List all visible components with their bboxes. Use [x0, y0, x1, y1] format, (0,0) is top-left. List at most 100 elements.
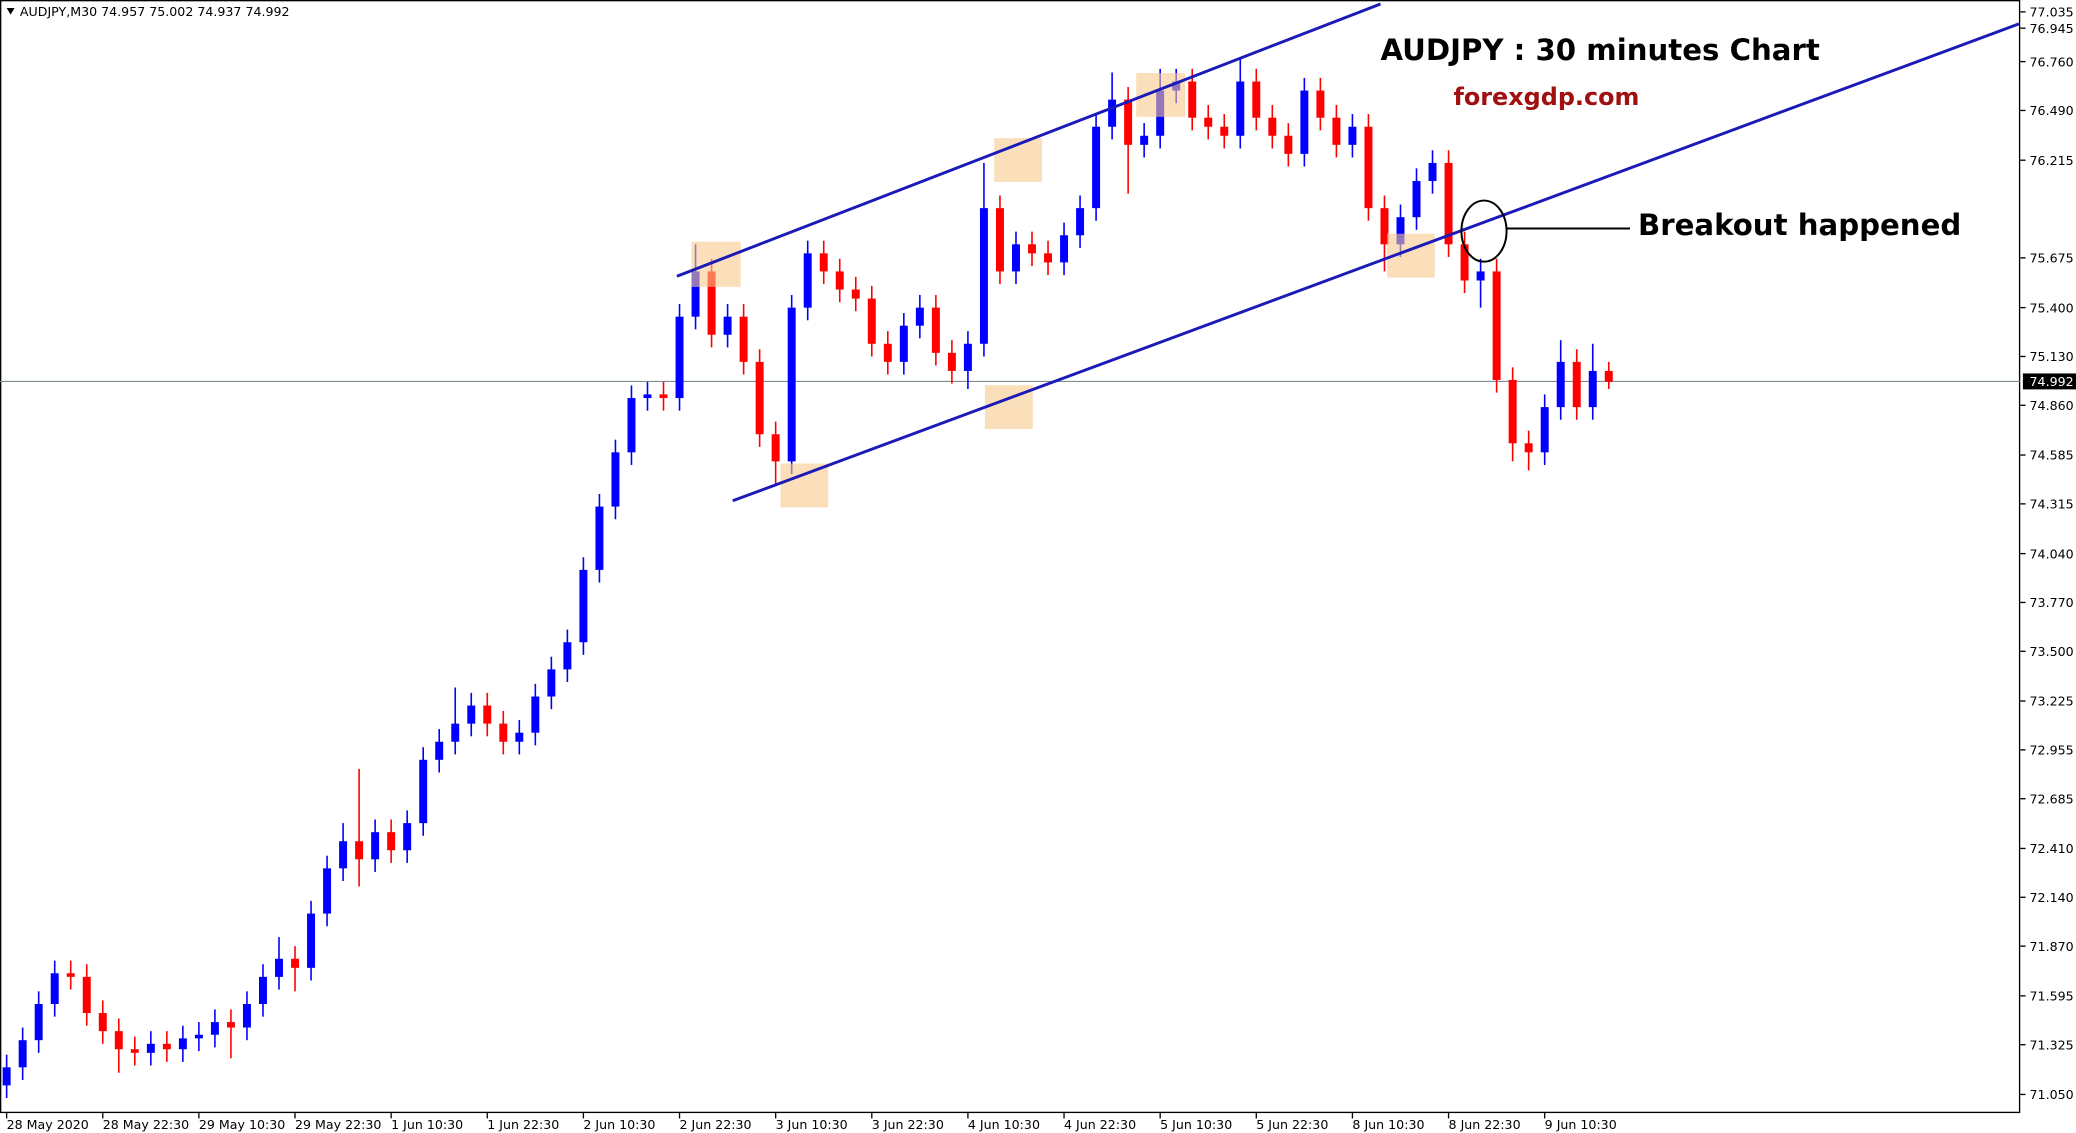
- y-tick-label: 73.500: [2030, 644, 2074, 659]
- candle-body: [995, 208, 1004, 272]
- chart-subtitle: forexgdp.com: [1453, 83, 1639, 111]
- symbol-icon: [6, 7, 15, 15]
- x-tick-label: 2 Jun 10:30: [583, 1117, 655, 1132]
- x-tick-label: 4 Jun 10:30: [968, 1117, 1040, 1132]
- candle-body: [194, 1034, 203, 1039]
- candle-body: [835, 271, 844, 290]
- candle-body: [403, 823, 412, 851]
- candle-body: [483, 705, 492, 724]
- candle-body: [467, 705, 476, 724]
- candle-body: [851, 289, 860, 299]
- y-tick-label: 76.215: [2030, 153, 2074, 168]
- candle-body: [1380, 208, 1389, 245]
- candle-body: [1236, 81, 1245, 136]
- candle-body: [258, 976, 267, 1005]
- y-tick-label: 73.770: [2030, 595, 2074, 610]
- candle-body: [307, 913, 316, 968]
- candle-body: [1508, 379, 1517, 444]
- candle-body: [1604, 370, 1613, 382]
- candle-body: [1348, 126, 1357, 145]
- candle-body: [1204, 117, 1213, 127]
- candle-body: [162, 1043, 171, 1050]
- candle-body: [755, 361, 764, 435]
- candle-body: [419, 759, 428, 824]
- candle-body: [1268, 117, 1277, 136]
- candle-body: [226, 1022, 235, 1028]
- candle-body: [1108, 99, 1117, 127]
- last-price-label: 74.992: [2030, 374, 2074, 389]
- candle-body: [947, 352, 956, 371]
- candle-body: [1572, 361, 1581, 408]
- candle-body: [1076, 208, 1085, 236]
- y-tick-label: 74.315: [2030, 497, 2074, 512]
- candle-body: [931, 307, 940, 353]
- x-tick-label: 5 Jun 22:30: [1256, 1117, 1328, 1132]
- x-tick-label: 9 Jun 10:30: [1545, 1117, 1617, 1132]
- x-tick-label: 8 Jun 22:30: [1449, 1117, 1521, 1132]
- candle-body: [739, 316, 748, 362]
- x-tick-label: 3 Jun 10:30: [776, 1117, 848, 1132]
- candle-body: [787, 307, 796, 462]
- candle-body: [1011, 244, 1020, 272]
- symbol-header: AUDJPY,M30 74.957 75.002 74.937 74.992: [20, 4, 290, 19]
- candle-body: [547, 669, 556, 697]
- y-tick-label: 74.860: [2030, 398, 2074, 413]
- candle-body: [178, 1038, 187, 1050]
- candle-body: [291, 958, 300, 968]
- candle-body: [499, 723, 508, 742]
- candle-body: [130, 1049, 139, 1053]
- annotation: Breakout happened: [1638, 208, 1961, 242]
- candle-body: [1252, 81, 1261, 118]
- breakout-circle: [1460, 199, 1508, 263]
- y-tick-label: 75.675: [2030, 251, 2074, 266]
- y-tick-label: 71.325: [2030, 1037, 2074, 1052]
- candle-body: [1412, 181, 1421, 218]
- y-tick-label: 75.400: [2030, 300, 2074, 315]
- candle-body: [371, 832, 380, 860]
- x-tick-label: 4 Jun 22:30: [1064, 1117, 1136, 1132]
- y-tick-label: 76.490: [2030, 103, 2074, 118]
- y-tick-label: 76.760: [2030, 54, 2074, 69]
- plot-frame: [0, 0, 2021, 1114]
- chart-title: AUDJPY : 30 minutes Chart: [1380, 33, 1819, 67]
- y-tick-label: 73.225: [2030, 694, 2074, 709]
- candle-body: [915, 307, 924, 326]
- y-tick-label: 71.595: [2030, 989, 2074, 1004]
- candle-body: [82, 976, 91, 1014]
- candle-body: [34, 1004, 43, 1041]
- x-tick-label: 28 May 2020: [7, 1117, 89, 1132]
- x-tick-label: 5 Jun 10:30: [1160, 1117, 1232, 1132]
- candle-body: [1396, 217, 1405, 245]
- candle-body: [146, 1043, 155, 1053]
- candle-body: [1428, 162, 1437, 182]
- candle-body: [1140, 135, 1149, 145]
- candle-body: [707, 271, 716, 335]
- y-tick-label: 71.870: [2030, 939, 2074, 954]
- candle-body: [1540, 407, 1549, 453]
- y-tick-label: 75.130: [2030, 349, 2074, 364]
- candle-body: [66, 973, 75, 977]
- y-tick-label: 72.685: [2030, 791, 2074, 806]
- candle-body: [899, 325, 908, 362]
- candle-body: [1364, 126, 1373, 209]
- y-tick-label: 74.040: [2030, 546, 2074, 561]
- channel-line-lower: [732, 22, 2020, 503]
- x-tick-label: 29 May 22:30: [295, 1117, 381, 1132]
- candle-body: [355, 841, 364, 860]
- candle-body: [435, 741, 444, 760]
- y-tick-label: 72.410: [2030, 841, 2074, 856]
- candle-body: [675, 316, 684, 399]
- candle-body: [531, 696, 540, 733]
- highlight-box: [780, 463, 829, 508]
- candle-body: [611, 452, 620, 507]
- x-tick-label: 1 Jun 22:30: [487, 1117, 559, 1132]
- x-tick-label: 3 Jun 22:30: [872, 1117, 944, 1132]
- candle-body: [723, 316, 732, 335]
- candle-body: [819, 253, 828, 272]
- candle-body: [1588, 370, 1597, 408]
- candle-body: [1300, 90, 1309, 154]
- candle-body: [867, 298, 876, 344]
- candle-body: [1476, 271, 1485, 281]
- candle-body: [18, 1040, 27, 1068]
